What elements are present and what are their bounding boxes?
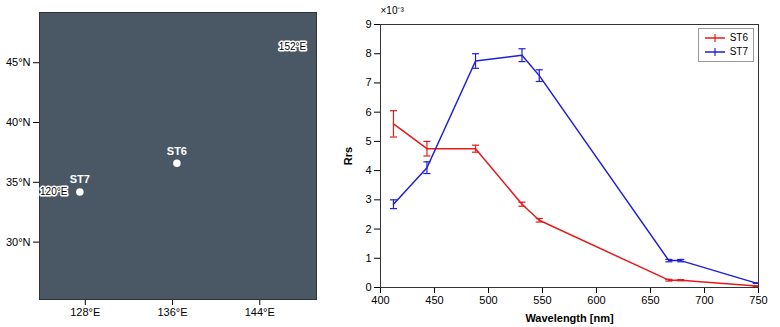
svg-text:120°E: 120°E xyxy=(40,186,68,197)
svg-text:7: 7 xyxy=(365,76,371,88)
svg-text:700: 700 xyxy=(695,294,713,306)
svg-text:4: 4 xyxy=(365,164,371,176)
html-text:ST6: ST6 xyxy=(729,32,748,43)
svg-text:Rrs: Rrs xyxy=(342,147,354,165)
svg-text:8: 8 xyxy=(365,47,371,59)
svg-text:ST7: ST7 xyxy=(70,173,90,185)
svg-text:3: 3 xyxy=(365,193,371,205)
svg-text:136°E: 136°E xyxy=(158,306,188,318)
svg-text:Wavelength [nm]: Wavelength [nm] xyxy=(525,312,614,324)
svg-text:550: 550 xyxy=(533,294,551,306)
svg-text:2: 2 xyxy=(365,223,371,235)
svg-text:1: 1 xyxy=(365,252,371,264)
svg-text:400: 400 xyxy=(371,294,389,306)
svg-text:×10⁻³: ×10⁻³ xyxy=(381,5,405,16)
svg-text:650: 650 xyxy=(641,294,659,306)
html-text:ST7: ST7 xyxy=(729,46,748,57)
svg-text:6: 6 xyxy=(365,106,371,118)
svg-text:40°N: 40°N xyxy=(6,116,31,128)
svg-text:450: 450 xyxy=(425,294,443,306)
svg-text:45°N: 45°N xyxy=(6,56,31,68)
svg-text:500: 500 xyxy=(479,294,497,306)
svg-text:ST6: ST6 xyxy=(167,145,187,157)
svg-text:152°E: 152°E xyxy=(279,41,307,52)
svg-text:128°E: 128°E xyxy=(70,306,100,318)
svg-text:9: 9 xyxy=(365,18,371,30)
svg-text:750: 750 xyxy=(749,294,767,306)
svg-text:0: 0 xyxy=(365,281,371,293)
svg-text:5: 5 xyxy=(365,135,371,147)
svg-text:35°N: 35°N xyxy=(6,176,31,188)
svg-text:30°N: 30°N xyxy=(6,236,31,248)
svg-text:144°E: 144°E xyxy=(245,306,275,318)
svg-text:600: 600 xyxy=(587,294,605,306)
